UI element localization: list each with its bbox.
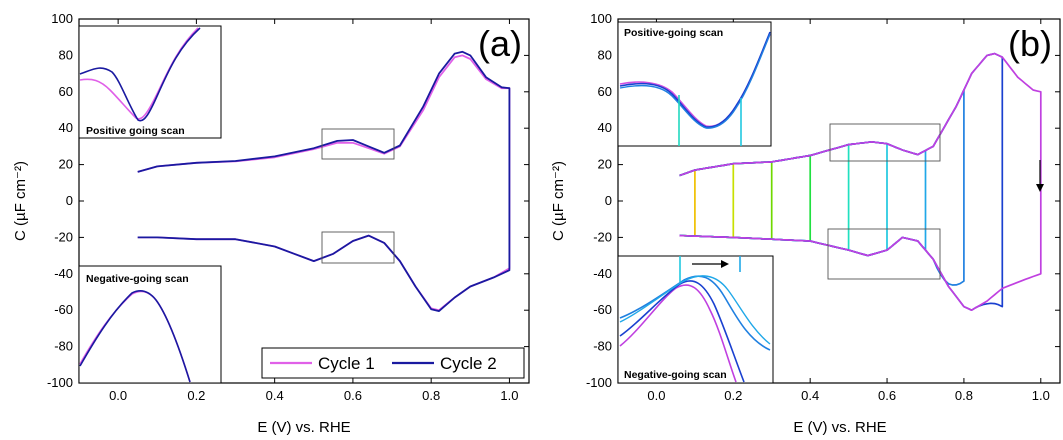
- panel-a: 0.0 0.2 0.4 0.6 0.8 1.0 -100 -80 -60 -40 -20 0 20 40 6…: [12, 11, 530, 436]
- limit-0.3-curve: [679, 161, 773, 241]
- y-tick-label: 20: [598, 157, 612, 172]
- limit-0.5-curve: [679, 143, 850, 251]
- y-tick-label: -40: [54, 266, 73, 281]
- x-tick-label: 0.2: [724, 388, 742, 403]
- panel-a-curves: [137, 50, 511, 312]
- y-tick-label: -40: [593, 266, 612, 281]
- inset-positive-label: Positive-going scan: [624, 27, 723, 39]
- legend-label-cycle-1: Cycle 1: [318, 354, 375, 373]
- inset-curve-blue: [619, 280, 745, 383]
- panel-a-ticks: 0.0 0.2 0.4 0.6 0.8 1.0 -100 -80 -60 -40 -20 0 20 40 6…: [47, 11, 529, 403]
- panel-b-inset-positive: Positive-going scan: [617, 21, 772, 147]
- x-tick-label: 0.6: [878, 388, 896, 403]
- panel-b-y-axis-title: C (µF cm⁻²): [550, 161, 567, 241]
- limit-0.7-curve: [679, 141, 927, 257]
- x-tick-label: 0.4: [801, 388, 819, 403]
- x-tick-label: 0.8: [955, 388, 973, 403]
- cycle-2-curve: [137, 50, 511, 312]
- x-tick-label: 0.0: [109, 388, 127, 403]
- y-tick-label: -20: [54, 229, 73, 244]
- y-tick-label: -60: [593, 302, 612, 317]
- y-tick-label: -80: [593, 339, 612, 354]
- inset-curve-b: [619, 31, 771, 128]
- y-tick-label: 60: [59, 84, 73, 99]
- inset-cycle2-curve: [79, 27, 201, 122]
- limit-0.6-curve: [679, 141, 888, 257]
- inset-frame: [78, 265, 222, 384]
- panel-b: 0.0 0.2 0.4 0.6 0.8 1.0 -100 -80 -60 -40 -20 0 20 40 6…: [550, 11, 1061, 436]
- limit-0.1-curve: [679, 169, 696, 237]
- legend-label-cycle-2: Cycle 2: [440, 354, 497, 373]
- scan-direction-arrow-right: [1036, 160, 1044, 192]
- panel-b-x-axis-title: E (V) vs. RHE: [793, 419, 886, 436]
- x-tick-label: 0.2: [187, 388, 205, 403]
- inset-curve-c: [619, 33, 771, 129]
- panel-a-zoom-box-upper: [321, 128, 395, 160]
- panel-a-inset-positive: Positive going scan: [78, 25, 222, 139]
- limit-0.4-curve: [679, 154, 812, 242]
- panel-a-label: (a): [478, 23, 522, 64]
- inset-frame: [617, 255, 774, 384]
- x-tick-label: 0.4: [266, 388, 284, 403]
- panel-a-x-axis-title: E (V) vs. RHE: [257, 419, 350, 436]
- y-tick-label: 40: [598, 120, 612, 135]
- panel-b-curves: [679, 52, 1042, 312]
- inset-arrow: [692, 260, 729, 268]
- panel-b-zoom-box-lower: [827, 228, 941, 280]
- y-tick-label: 80: [59, 47, 73, 62]
- panel-a-zoom-box-lower: [321, 231, 395, 264]
- panel-a-y-axis-title: C (µF cm⁻²): [12, 161, 29, 241]
- panel-b-label: (b): [1008, 23, 1052, 64]
- y-tick-label: 100: [590, 11, 612, 26]
- panel-a-legend: Cycle 1 Cycle 2: [261, 347, 525, 379]
- y-tick-label: -60: [54, 302, 73, 317]
- limit-0.2-curve: [679, 162, 735, 239]
- x-tick-label: 1.0: [1032, 388, 1050, 403]
- panel-b-inset-negative: Negative-going scan: [617, 255, 774, 384]
- y-tick-label: 60: [598, 84, 612, 99]
- y-tick-label: -80: [54, 339, 73, 354]
- inset-negative-label: Negative-going scan: [86, 273, 189, 285]
- y-tick-label: 100: [51, 11, 73, 26]
- x-tick-label: 0.6: [344, 388, 362, 403]
- y-tick-label: -100: [586, 375, 612, 390]
- y-tick-label: 0: [66, 193, 73, 208]
- arrow-head: [721, 260, 729, 268]
- y-tick-label: 40: [59, 120, 73, 135]
- x-tick-label: 1.0: [500, 388, 518, 403]
- arrow-head: [1036, 184, 1044, 192]
- y-tick-label: 20: [59, 157, 73, 172]
- inset-positive-label: Positive going scan: [86, 125, 185, 137]
- y-tick-label: -100: [47, 375, 73, 390]
- panel-b-zoom-box-upper: [829, 123, 941, 162]
- inset-curve-lightblue: [619, 275, 771, 351]
- inset-curve-cyan: [619, 275, 771, 345]
- y-tick-label: 80: [598, 47, 612, 62]
- panel-a-inset-negative: Negative-going scan: [78, 265, 222, 384]
- y-tick-label: 0: [605, 193, 612, 208]
- y-tick-label: -20: [593, 229, 612, 244]
- inset-frame: [78, 25, 222, 139]
- limit-1-curve: [679, 52, 1042, 312]
- inset-cycle2-curve: [79, 290, 191, 383]
- inset-curve-purple: [619, 284, 737, 383]
- inset-negative-label: Negative-going scan: [624, 369, 727, 381]
- x-tick-label: 0.0: [647, 388, 665, 403]
- x-tick-label: 0.8: [422, 388, 440, 403]
